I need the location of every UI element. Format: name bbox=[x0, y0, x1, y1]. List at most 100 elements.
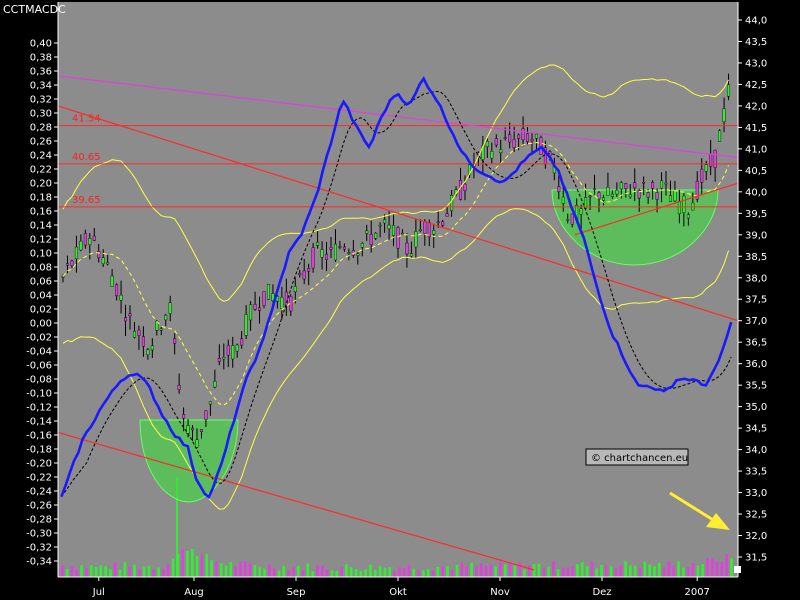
volume-bar bbox=[489, 564, 493, 577]
candle-body bbox=[392, 225, 396, 236]
volume-bar bbox=[701, 564, 704, 577]
candle-body bbox=[249, 304, 253, 321]
volume-bar bbox=[566, 567, 570, 577]
volume-bar bbox=[710, 558, 714, 577]
candle-body bbox=[347, 252, 351, 254]
volume-bar bbox=[691, 562, 695, 577]
volume-bar bbox=[138, 568, 141, 577]
candle-body bbox=[436, 221, 440, 224]
candle-body bbox=[534, 133, 538, 139]
right-tick-label: 38,0 bbox=[745, 273, 767, 284]
candle-body bbox=[258, 307, 262, 311]
candle-body bbox=[610, 193, 614, 197]
volume-bar bbox=[195, 556, 199, 577]
volume-bar bbox=[388, 567, 392, 577]
volume-bar bbox=[633, 565, 637, 577]
candle-body bbox=[284, 291, 288, 307]
chart-title: CCTMACDC bbox=[3, 3, 66, 16]
candle-body bbox=[615, 189, 619, 195]
volume-bar bbox=[113, 562, 117, 577]
volume-bar bbox=[605, 565, 608, 577]
volume-bar bbox=[104, 566, 107, 577]
volume-bar bbox=[682, 567, 685, 577]
trend-line bbox=[57, 431, 535, 571]
candle-body bbox=[651, 182, 655, 189]
left-tick-label: -0,18 bbox=[26, 445, 52, 456]
volume-bar bbox=[422, 570, 425, 577]
candle-body bbox=[637, 190, 641, 199]
candle-body bbox=[128, 313, 132, 317]
watermark-box bbox=[585, 448, 689, 466]
candle-body bbox=[356, 253, 360, 256]
candle-body bbox=[266, 284, 270, 300]
volume-bar bbox=[407, 564, 411, 577]
left-tick-label: 0,22 bbox=[30, 165, 52, 176]
candle-body bbox=[619, 182, 623, 190]
volume-bar bbox=[224, 565, 228, 577]
candle-body bbox=[668, 195, 672, 202]
volume-bar bbox=[335, 570, 339, 577]
right-tick-label: 41,5 bbox=[745, 123, 767, 134]
volume-bar bbox=[61, 565, 64, 577]
volume-bar bbox=[229, 561, 233, 577]
volume-bar bbox=[706, 557, 709, 577]
volume-bar bbox=[518, 562, 522, 577]
left-tick-label: 0,02 bbox=[30, 305, 52, 316]
candle-body bbox=[164, 315, 168, 321]
candle-body bbox=[141, 336, 145, 347]
candle-body bbox=[280, 297, 284, 310]
candle-body bbox=[374, 232, 378, 239]
left-tick-label: 0,26 bbox=[30, 137, 52, 148]
candle-body bbox=[463, 183, 467, 191]
watermark: © chartchancen.eu bbox=[585, 448, 689, 466]
arrow-head bbox=[706, 513, 730, 530]
level-label: 40.65 bbox=[72, 152, 101, 163]
candle-body bbox=[132, 330, 136, 338]
candle-body bbox=[320, 249, 324, 258]
volume-bar bbox=[162, 569, 165, 577]
x-tick-label: Aug bbox=[184, 587, 204, 598]
candle-body bbox=[409, 253, 413, 257]
right-tick-label: 40,5 bbox=[745, 166, 767, 177]
right-tick-label: 44,0 bbox=[745, 16, 767, 27]
left-tick-label: 0,18 bbox=[30, 193, 52, 204]
left-tick-label: 0,04 bbox=[30, 291, 52, 302]
volume-bar bbox=[75, 569, 79, 577]
level-label: 39.65 bbox=[72, 195, 101, 206]
candle-body bbox=[222, 356, 226, 360]
candle-body bbox=[253, 304, 257, 310]
candle-body bbox=[110, 275, 114, 287]
left-tick-label: -0,10 bbox=[26, 389, 52, 400]
candle-body bbox=[115, 284, 119, 297]
candle-body bbox=[450, 195, 454, 211]
volume-bar bbox=[268, 564, 271, 577]
left-tick-label: 0,10 bbox=[30, 249, 52, 260]
volume-bar bbox=[234, 566, 237, 577]
candle-body bbox=[396, 227, 400, 249]
candle-body bbox=[418, 229, 422, 232]
volume-bar bbox=[219, 563, 223, 577]
candle-body bbox=[97, 251, 101, 259]
candle-body bbox=[61, 276, 65, 278]
candle-body bbox=[597, 192, 601, 200]
volume-bar bbox=[157, 567, 160, 577]
volume-bar bbox=[205, 554, 209, 577]
volume-bar bbox=[325, 569, 329, 577]
volume-bar bbox=[470, 562, 473, 577]
candle-body bbox=[150, 345, 154, 351]
left-tick-label: -0,20 bbox=[26, 459, 52, 470]
left-tick-label: 0,32 bbox=[30, 95, 52, 106]
left-tick-label: -0,06 bbox=[26, 361, 52, 372]
volume-bar bbox=[609, 566, 613, 577]
candle-body bbox=[101, 257, 105, 264]
candle-body bbox=[329, 247, 333, 250]
left-tick-label: 0,08 bbox=[30, 263, 52, 274]
trend-line bbox=[574, 182, 739, 236]
candle-body bbox=[79, 240, 83, 251]
candle-body bbox=[159, 328, 163, 331]
candle-body bbox=[400, 232, 404, 235]
candle-body bbox=[405, 242, 409, 255]
volume-bar bbox=[431, 570, 435, 577]
candle-body bbox=[646, 192, 650, 198]
right-tick-label: 33,0 bbox=[745, 488, 767, 499]
